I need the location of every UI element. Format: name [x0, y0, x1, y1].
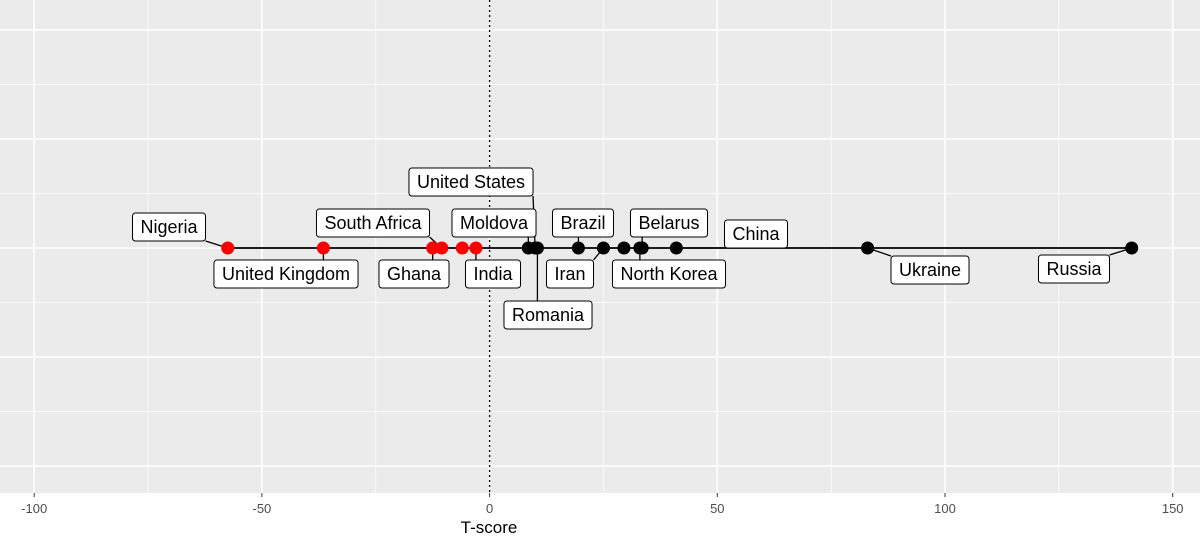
label-box — [378, 259, 450, 289]
label-text: North Korea — [620, 264, 718, 284]
point-label: South Africa — [315, 208, 431, 238]
label-box — [629, 208, 709, 238]
point-label: Ghana — [378, 259, 450, 289]
x-tick-label: 0 — [486, 501, 493, 516]
label-text: Ghana — [387, 264, 442, 284]
label-text: Belarus — [638, 213, 699, 233]
point-label: Romania — [503, 300, 593, 330]
data-point — [571, 241, 585, 255]
data-point — [635, 241, 649, 255]
label-text: Romania — [512, 305, 585, 325]
point-label: India — [464, 259, 522, 289]
point-label: Moldova — [451, 208, 537, 238]
label-box — [890, 255, 970, 285]
label-box — [611, 259, 727, 289]
point-label: Ukraine — [890, 255, 970, 285]
x-axis-ticks: -100 -50 0 50 100 150 — [21, 493, 1184, 516]
label-box — [315, 208, 431, 238]
label-text: Ukraine — [899, 260, 961, 280]
point-label: Belarus — [629, 208, 709, 238]
label-box — [1037, 254, 1111, 284]
label-text: Moldova — [460, 213, 529, 233]
label-box — [503, 300, 593, 330]
point-label: China — [723, 219, 789, 249]
point-label: Nigeria — [131, 212, 207, 242]
data-point — [1125, 241, 1139, 255]
label-text: Iran — [554, 264, 585, 284]
point-label: United States — [408, 167, 534, 197]
data-point — [426, 241, 440, 255]
data-point — [221, 241, 235, 255]
data-point — [669, 241, 683, 255]
data-point — [617, 241, 631, 255]
x-tick-label: -50 — [253, 501, 272, 516]
label-box — [545, 259, 595, 289]
point-label: Brazil — [551, 208, 615, 238]
point-label: North Korea — [611, 259, 727, 289]
data-point — [469, 241, 483, 255]
point-label: United Kingdom — [213, 259, 359, 289]
data-point — [316, 241, 330, 255]
label-text: Nigeria — [140, 217, 198, 237]
point-label: Russia — [1037, 254, 1111, 284]
label-text: South Africa — [324, 213, 422, 233]
point-labels: Nigeria United Kingdom Ghana South Africa In… — [131, 167, 1111, 330]
label-box — [551, 208, 615, 238]
label-box — [213, 259, 359, 289]
x-tick-label: -100 — [21, 501, 47, 516]
label-text: United Kingdom — [222, 264, 350, 284]
label-text: China — [732, 224, 780, 244]
x-tick-label: 150 — [1162, 501, 1184, 516]
data-point — [435, 241, 449, 255]
x-tick-label: 100 — [934, 501, 956, 516]
grid-lines — [0, 0, 1200, 493]
label-text: Brazil — [560, 213, 605, 233]
x-tick-label: 50 — [710, 501, 724, 516]
point-label: Iran — [545, 259, 595, 289]
data-point — [596, 241, 610, 255]
label-text: India — [473, 264, 513, 284]
data-point — [861, 241, 875, 255]
label-text: Russia — [1046, 259, 1102, 279]
label-box — [131, 212, 207, 242]
label-box — [451, 208, 537, 238]
data-points — [221, 241, 1139, 255]
label-text: United States — [417, 172, 525, 192]
data-point — [455, 241, 469, 255]
label-box — [464, 259, 522, 289]
x-axis-title: T-score — [461, 518, 518, 537]
data-point — [530, 241, 544, 255]
label-box — [408, 167, 534, 197]
label-box — [723, 219, 789, 249]
